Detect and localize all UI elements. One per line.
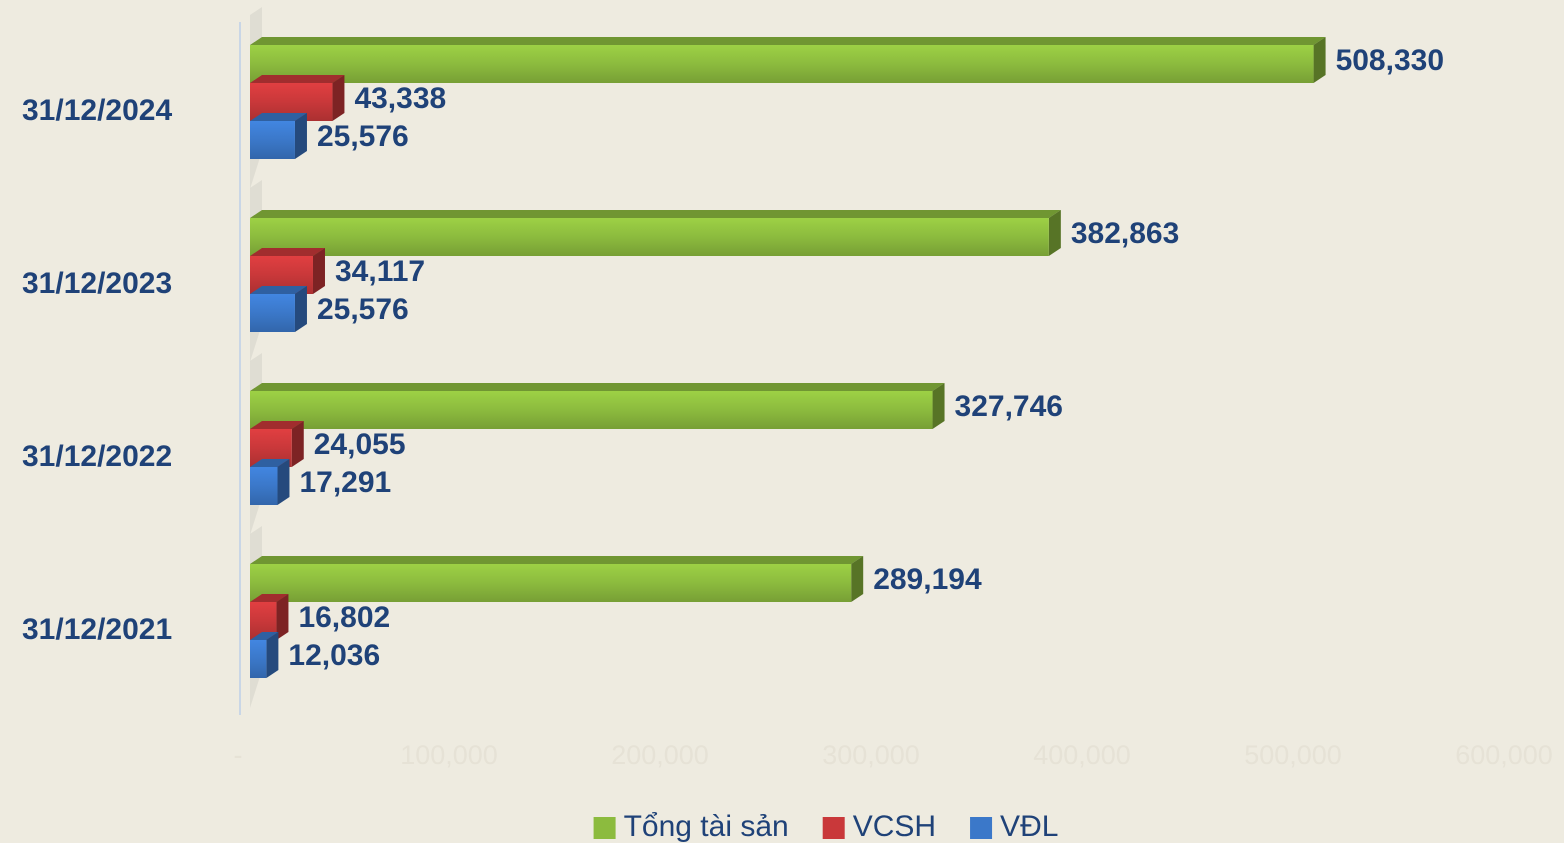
value-label: 327,746: [955, 390, 1063, 423]
bar: [250, 391, 933, 429]
bar-side: [291, 421, 304, 467]
bar: [250, 640, 267, 678]
legend-swatch: [822, 817, 845, 839]
bar-top: [250, 37, 1326, 45]
bar-top: [250, 594, 289, 602]
bar-top: [250, 210, 1061, 218]
value-label: 17,291: [299, 466, 391, 499]
legend-label: VCSH: [853, 810, 936, 843]
bar: [250, 564, 852, 602]
legend-swatch: [970, 817, 993, 839]
bar-side: [1048, 210, 1061, 256]
value-label: 382,863: [1071, 217, 1179, 250]
bar-top: [250, 286, 307, 294]
bar-side: [332, 75, 345, 121]
value-label: 25,576: [317, 293, 409, 326]
x-tick-label: 400,000: [1033, 740, 1131, 770]
bar-side: [277, 459, 290, 505]
value-label: 25,576: [317, 120, 409, 153]
bar: [250, 467, 278, 505]
legend: Tổng tài sản VCSH VĐL: [593, 810, 1058, 843]
bar-side: [266, 632, 279, 678]
bar: [250, 218, 1049, 256]
x-tick-label: 200,000: [611, 740, 709, 770]
bar-top: [250, 459, 290, 467]
bar: [250, 294, 295, 332]
bar-top: [250, 113, 307, 121]
bar-top: [250, 556, 864, 564]
bar-side: [276, 594, 289, 640]
bar-side: [312, 248, 325, 294]
value-label: 16,802: [298, 601, 390, 634]
bar: [250, 45, 1314, 83]
value-label: 12,036: [288, 639, 380, 672]
legend-label: VĐL: [1000, 810, 1058, 843]
legend-swatch: [593, 817, 616, 839]
x-tick-label: 300,000: [822, 740, 920, 770]
category-label: 31/12/2024: [22, 94, 172, 127]
legend-label: Tổng tài sản: [624, 810, 789, 843]
bar-side: [932, 383, 945, 429]
bar-top: [250, 75, 345, 83]
bar-top: [250, 632, 279, 640]
value-label: 24,055: [314, 428, 406, 461]
bar-side: [294, 113, 307, 159]
value-label: 43,338: [354, 82, 446, 115]
bar-side: [851, 556, 864, 602]
category-label: 31/12/2022: [22, 440, 172, 473]
bar-top: [250, 421, 304, 429]
x-tick-label: 500,000: [1244, 740, 1342, 770]
value-label: 34,117: [335, 255, 425, 288]
category-label: 31/12/2023: [22, 267, 172, 300]
value-label: 508,330: [1336, 44, 1444, 77]
x-tick-label: 600,000: [1455, 740, 1553, 770]
bar-top: [250, 383, 945, 391]
x-tick-label: -: [234, 740, 243, 770]
bar-side: [1313, 37, 1326, 83]
bar-side: [294, 286, 307, 332]
value-label: 289,194: [873, 563, 982, 596]
bar-top: [250, 248, 325, 256]
category-label: 31/12/2021: [22, 613, 172, 646]
bar: [250, 121, 295, 159]
x-tick-label: 100,000: [400, 740, 498, 770]
